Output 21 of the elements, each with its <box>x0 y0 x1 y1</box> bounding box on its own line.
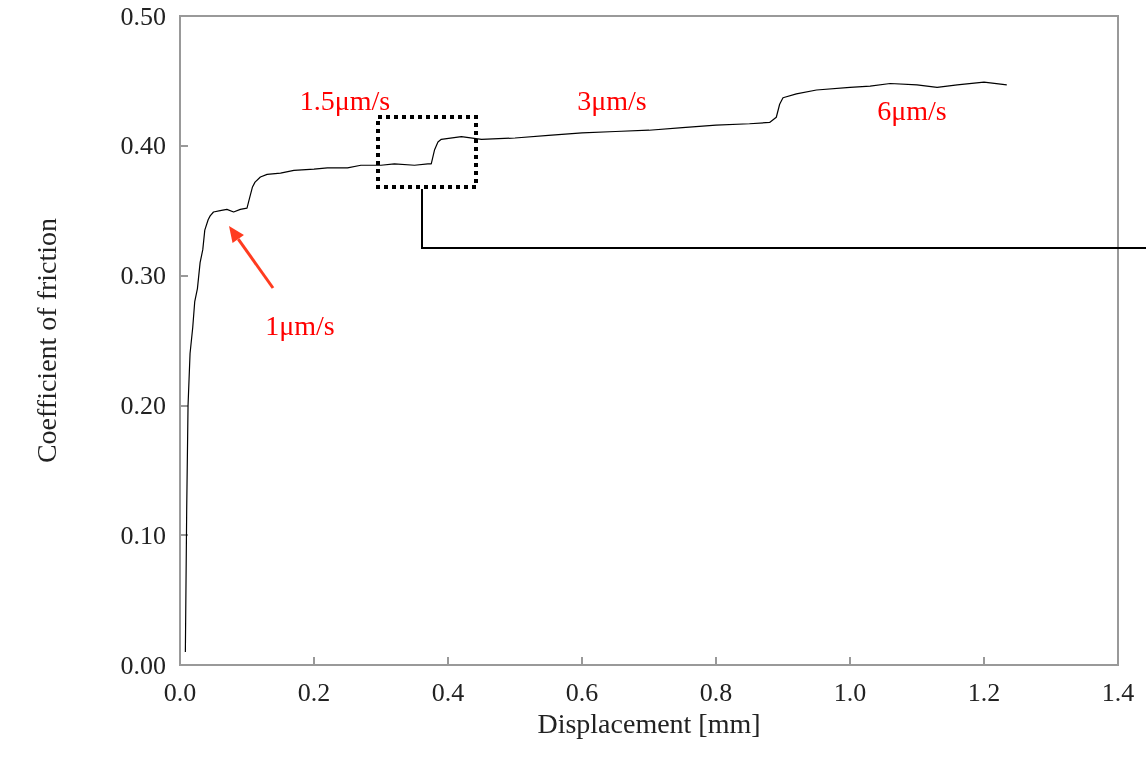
x-tick-label: 1.0 <box>833 677 867 707</box>
y-tick-label: 0.50 <box>120 1 166 31</box>
y-tick-label: 0.30 <box>120 261 166 291</box>
x-tick-label: 1.2 <box>967 677 1001 707</box>
y-tick-label: 0.10 <box>120 520 166 550</box>
x-tick-label: 0.4 <box>431 677 465 707</box>
x-tick-label: 0.2 <box>297 677 331 707</box>
y-axis-title: Coefficient of friction <box>30 217 62 464</box>
line-series <box>184 81 1008 653</box>
annotation: 1.5μm/s <box>299 84 391 116</box>
x-tick-label: 0.0 <box>163 677 197 707</box>
x-tick-label: 0.8 <box>699 677 733 707</box>
y-tick-label: 0.20 <box>120 390 166 420</box>
annotation: 1μm/s <box>265 309 335 341</box>
y-tick-label: 0.00 <box>120 650 166 680</box>
annotation: 3μm/s <box>577 84 647 116</box>
y-tick-label: 0.40 <box>120 131 166 161</box>
x-tick-label: 0.6 <box>565 677 599 707</box>
annotation: 6μm/s <box>877 94 947 126</box>
x-tick-label: 1.4 <box>1101 677 1135 707</box>
x-axis-title: Displacement [mm] <box>537 708 761 740</box>
